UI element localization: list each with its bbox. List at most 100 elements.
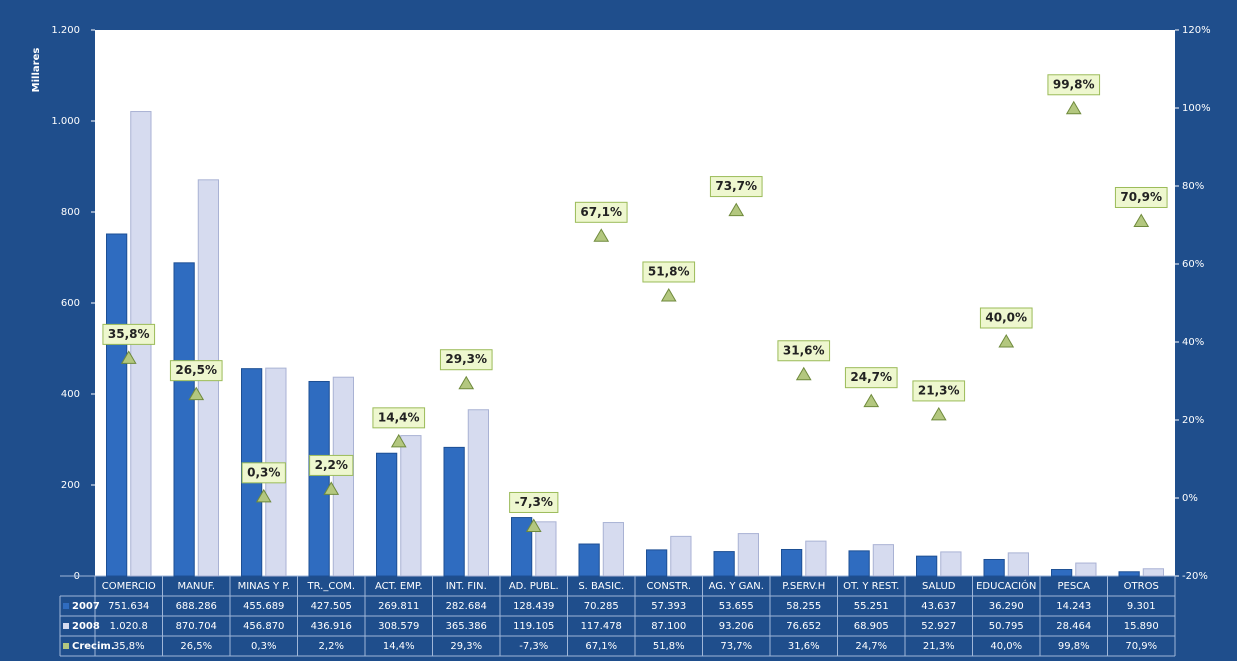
- table-cell: 29,3%: [450, 641, 482, 652]
- table-cell: 308.579: [378, 621, 419, 632]
- marker: [728, 202, 745, 217]
- bar: [983, 558, 1005, 577]
- bar: [1051, 569, 1073, 577]
- data-label-box: [844, 367, 898, 389]
- bar: [332, 376, 354, 577]
- table-cell: 36.290: [989, 601, 1024, 612]
- table-cell: 43.637: [921, 601, 956, 612]
- table-cell: 282.684: [446, 601, 487, 612]
- x-tick-label: EDUCACIÓN: [976, 579, 1036, 592]
- y-tick-label: 200: [61, 480, 80, 491]
- x-tick-label: COMERCIO: [102, 581, 156, 592]
- data-label: 70,9%: [1120, 190, 1162, 204]
- legend-key: [63, 603, 69, 609]
- data-label-box: [439, 349, 493, 371]
- table-cell: 93.206: [719, 621, 754, 632]
- y2-tick-label: 20%: [1182, 415, 1204, 426]
- x-tick-label: INT. FIN.: [446, 581, 487, 592]
- bar: [578, 543, 600, 577]
- x-tick-label: S. BASIC.: [578, 581, 624, 592]
- marker: [795, 366, 812, 381]
- data-label: 29,3%: [445, 352, 487, 366]
- marker: [1065, 100, 1082, 115]
- bar: [535, 521, 557, 577]
- bar: [646, 549, 668, 577]
- data-label-box: [574, 201, 628, 223]
- table-cell: 269.811: [378, 601, 419, 612]
- legend-key: [63, 643, 69, 649]
- x-tick-label: MINAS Y P.: [238, 581, 290, 592]
- marker: [458, 375, 475, 390]
- table-cell: 119.105: [513, 621, 554, 632]
- table-cell: 14,4%: [383, 641, 415, 652]
- x-tick-label: CONSTR.: [646, 581, 691, 592]
- y-axis-label: Millares: [31, 48, 42, 93]
- data-label-box: [241, 462, 286, 484]
- table-cell: -7,3%: [519, 641, 548, 652]
- table-cell: 68.905: [854, 621, 889, 632]
- table-cell: 436.916: [311, 621, 352, 632]
- data-label-box: [102, 323, 156, 345]
- data-label-box: [912, 380, 966, 402]
- data-label: -7,3%: [515, 495, 553, 509]
- bar: [781, 548, 803, 577]
- table-cell: 51,8%: [653, 641, 685, 652]
- marker: [863, 393, 880, 408]
- table-cell: 427.505: [311, 601, 352, 612]
- table-cell: 14.243: [1056, 601, 1091, 612]
- data-label: 51,8%: [648, 264, 690, 278]
- table-cell: 73,7%: [720, 641, 752, 652]
- marker: [998, 334, 1015, 348]
- bar: [940, 551, 962, 577]
- marker: [593, 228, 610, 242]
- table-cell: 21,3%: [923, 641, 955, 652]
- table-cell: 456.870: [243, 621, 284, 632]
- bar: [848, 550, 870, 577]
- y-tick-label: 1.200: [51, 25, 80, 36]
- marker: [120, 350, 137, 364]
- table-cell: 15.890: [1124, 621, 1159, 632]
- table-cell: 24,7%: [855, 641, 887, 652]
- table-cell: 53.655: [719, 601, 754, 612]
- marker: [930, 406, 947, 421]
- y-tick-label: 800: [61, 207, 80, 218]
- data-label: 40,0%: [985, 311, 1027, 325]
- table-cell: 57.393: [651, 601, 686, 612]
- data-label: 99,8%: [1053, 77, 1095, 91]
- data-label-box: [642, 261, 696, 283]
- legend-label: 2007: [72, 601, 100, 612]
- data-label-box: [372, 407, 426, 429]
- x-tick-label: ACT. EMP.: [375, 581, 423, 592]
- y2-tick-label: 100%: [1182, 103, 1211, 114]
- data-label-box: [709, 176, 763, 198]
- marker: [188, 386, 205, 401]
- bar: [1118, 571, 1140, 577]
- bar: [1142, 568, 1164, 577]
- marker: [660, 287, 677, 302]
- y2-tick-label: 40%: [1182, 337, 1204, 348]
- table-cell: 76.652: [786, 621, 821, 632]
- marker: [255, 488, 272, 503]
- table-cell: 67,1%: [585, 641, 617, 652]
- y-tick-label: 400: [61, 389, 80, 400]
- marker: [525, 518, 542, 532]
- bar: [467, 409, 489, 577]
- table-cell: 99,8%: [1058, 641, 1090, 652]
- legend-label: Crecim.: [72, 641, 115, 652]
- table-cell: 40,0%: [990, 641, 1022, 652]
- table-cell: 0,3%: [251, 641, 276, 652]
- bar: [400, 435, 422, 577]
- marker: [390, 433, 407, 448]
- bar: [805, 540, 827, 577]
- x-tick-label: OTROS: [1124, 581, 1159, 592]
- data-label: 2,2%: [315, 458, 348, 472]
- table-cell: 50.795: [989, 621, 1024, 632]
- bar: [1075, 562, 1097, 577]
- bar: [737, 533, 759, 577]
- table-cell: 117.478: [581, 621, 622, 632]
- x-tick-label: MANUF.: [177, 581, 215, 592]
- bar: [443, 446, 465, 577]
- data-label-box: [309, 454, 354, 476]
- y-tick-label: 1.000: [51, 116, 80, 127]
